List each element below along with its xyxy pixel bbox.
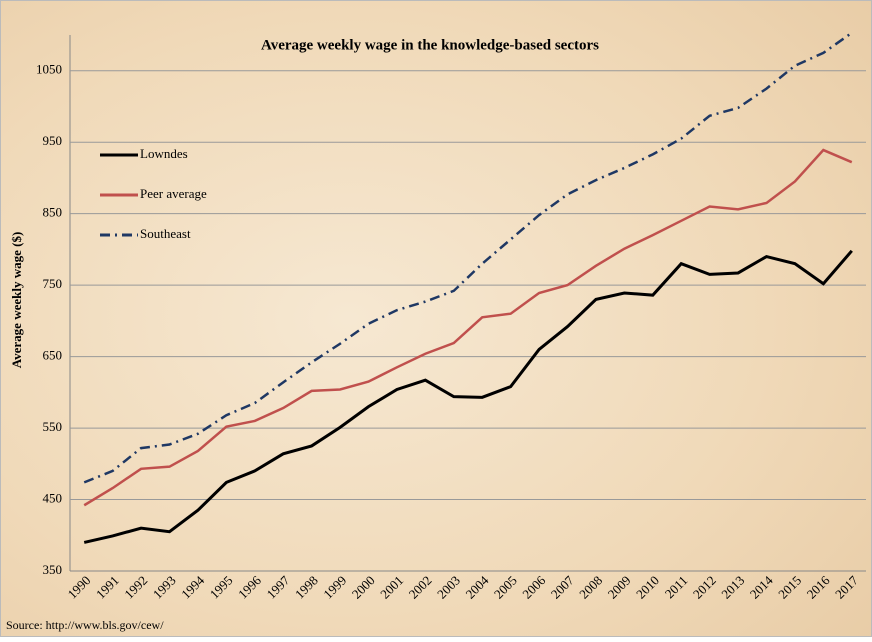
y-axis-label: Average weekly wage ($): [9, 232, 24, 369]
y-tick-label: 350: [43, 562, 63, 577]
chart: Average weekly wage in the knowledge-bas…: [0, 0, 872, 637]
y-tick-label: 750: [43, 276, 63, 291]
source-note: Source: http://www.bls.gov/cew/: [6, 618, 164, 632]
y-tick-label: 950: [43, 133, 63, 148]
y-tick-label: 1050: [36, 62, 62, 77]
background: [1, 1, 872, 637]
y-tick-label: 850: [43, 205, 63, 220]
legend-label: Lowndes: [140, 146, 188, 161]
y-tick-label: 450: [43, 491, 63, 506]
chart-title: Average weekly wage in the knowledge-bas…: [261, 37, 599, 53]
legend-label: Southeast: [140, 226, 191, 241]
legend-label: Peer average: [140, 186, 207, 201]
page: Average weekly wage in the knowledge-bas…: [0, 0, 872, 642]
y-tick-label: 650: [43, 348, 63, 363]
y-tick-label: 550: [43, 419, 63, 434]
